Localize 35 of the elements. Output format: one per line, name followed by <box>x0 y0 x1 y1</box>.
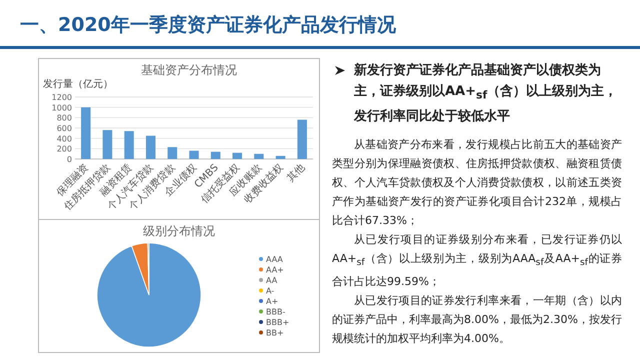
chart-title: 基础资产分布情况 <box>141 63 237 77</box>
legend-label: AA <box>266 276 278 285</box>
y-tick-label: 800 <box>56 114 72 123</box>
legend-label: AAA <box>266 255 284 264</box>
bar <box>232 152 242 159</box>
legend-label: BBB+ <box>266 318 290 327</box>
bar <box>81 107 91 159</box>
bar <box>297 120 307 159</box>
text: 一、2020年一季度资产证券化产品发行情况 <box>20 13 396 38</box>
text: 从基础资产分布来看，发行规模占比前五大的基础资产类型分别为保理融资债权、住房抵押贷款债权、融资租赁债权、个人汽车贷款债权及个人消费贷款债权，以前述五类资产作为基础资产发行的资产证券化项目合计232单，规模占比合计67.33%； <box>332 136 622 229</box>
bar <box>168 147 178 159</box>
bar <box>146 136 156 159</box>
bar <box>254 154 264 159</box>
y-tick-label: 1200 <box>52 93 72 102</box>
bar <box>276 156 286 159</box>
text: 从已发行项目的证券级别分布来看，已发行证券仍以AA+$_{sf}$（含）以上级别为主，级别为AAA$_{sf}$及AA+$_{sf}$的证券合计占比达99.59%； <box>332 232 622 288</box>
y-tick-label: 600 <box>56 124 72 133</box>
bar <box>189 150 199 159</box>
y-tick-label: 1000 <box>52 103 72 112</box>
legend-label: A- <box>266 286 274 296</box>
text: 从已发行项目的证券发行利率来看，一年期（含）以内的证券产品中，利率最高为8.00%，最低为2.30%，按发行规模统计的加权平均利率为4.00%。 <box>332 292 622 347</box>
legend-label: BBB- <box>266 308 286 316</box>
y-axis-title: 发行量（亿元） <box>43 79 113 90</box>
legend-label: A+ <box>266 297 278 306</box>
y-tick-label: 400 <box>56 134 72 144</box>
text: 新发行资产证券化产品基础资产以债权类为主，证券级别以AA+$_{sf}$（含）以上级别为主，发行利率同比处于较低水平 <box>352 62 618 126</box>
x-tick-label: 其他 <box>284 162 308 184</box>
legend-label: AA+ <box>266 266 284 274</box>
bar <box>124 131 134 159</box>
y-tick-label: 200 <box>56 144 72 154</box>
legend-label: BB+ <box>266 328 284 338</box>
bar <box>210 152 220 159</box>
bar <box>102 130 112 159</box>
y-tick-label: 0 <box>66 155 72 164</box>
chart-title: 级别分布情况 <box>143 224 215 238</box>
